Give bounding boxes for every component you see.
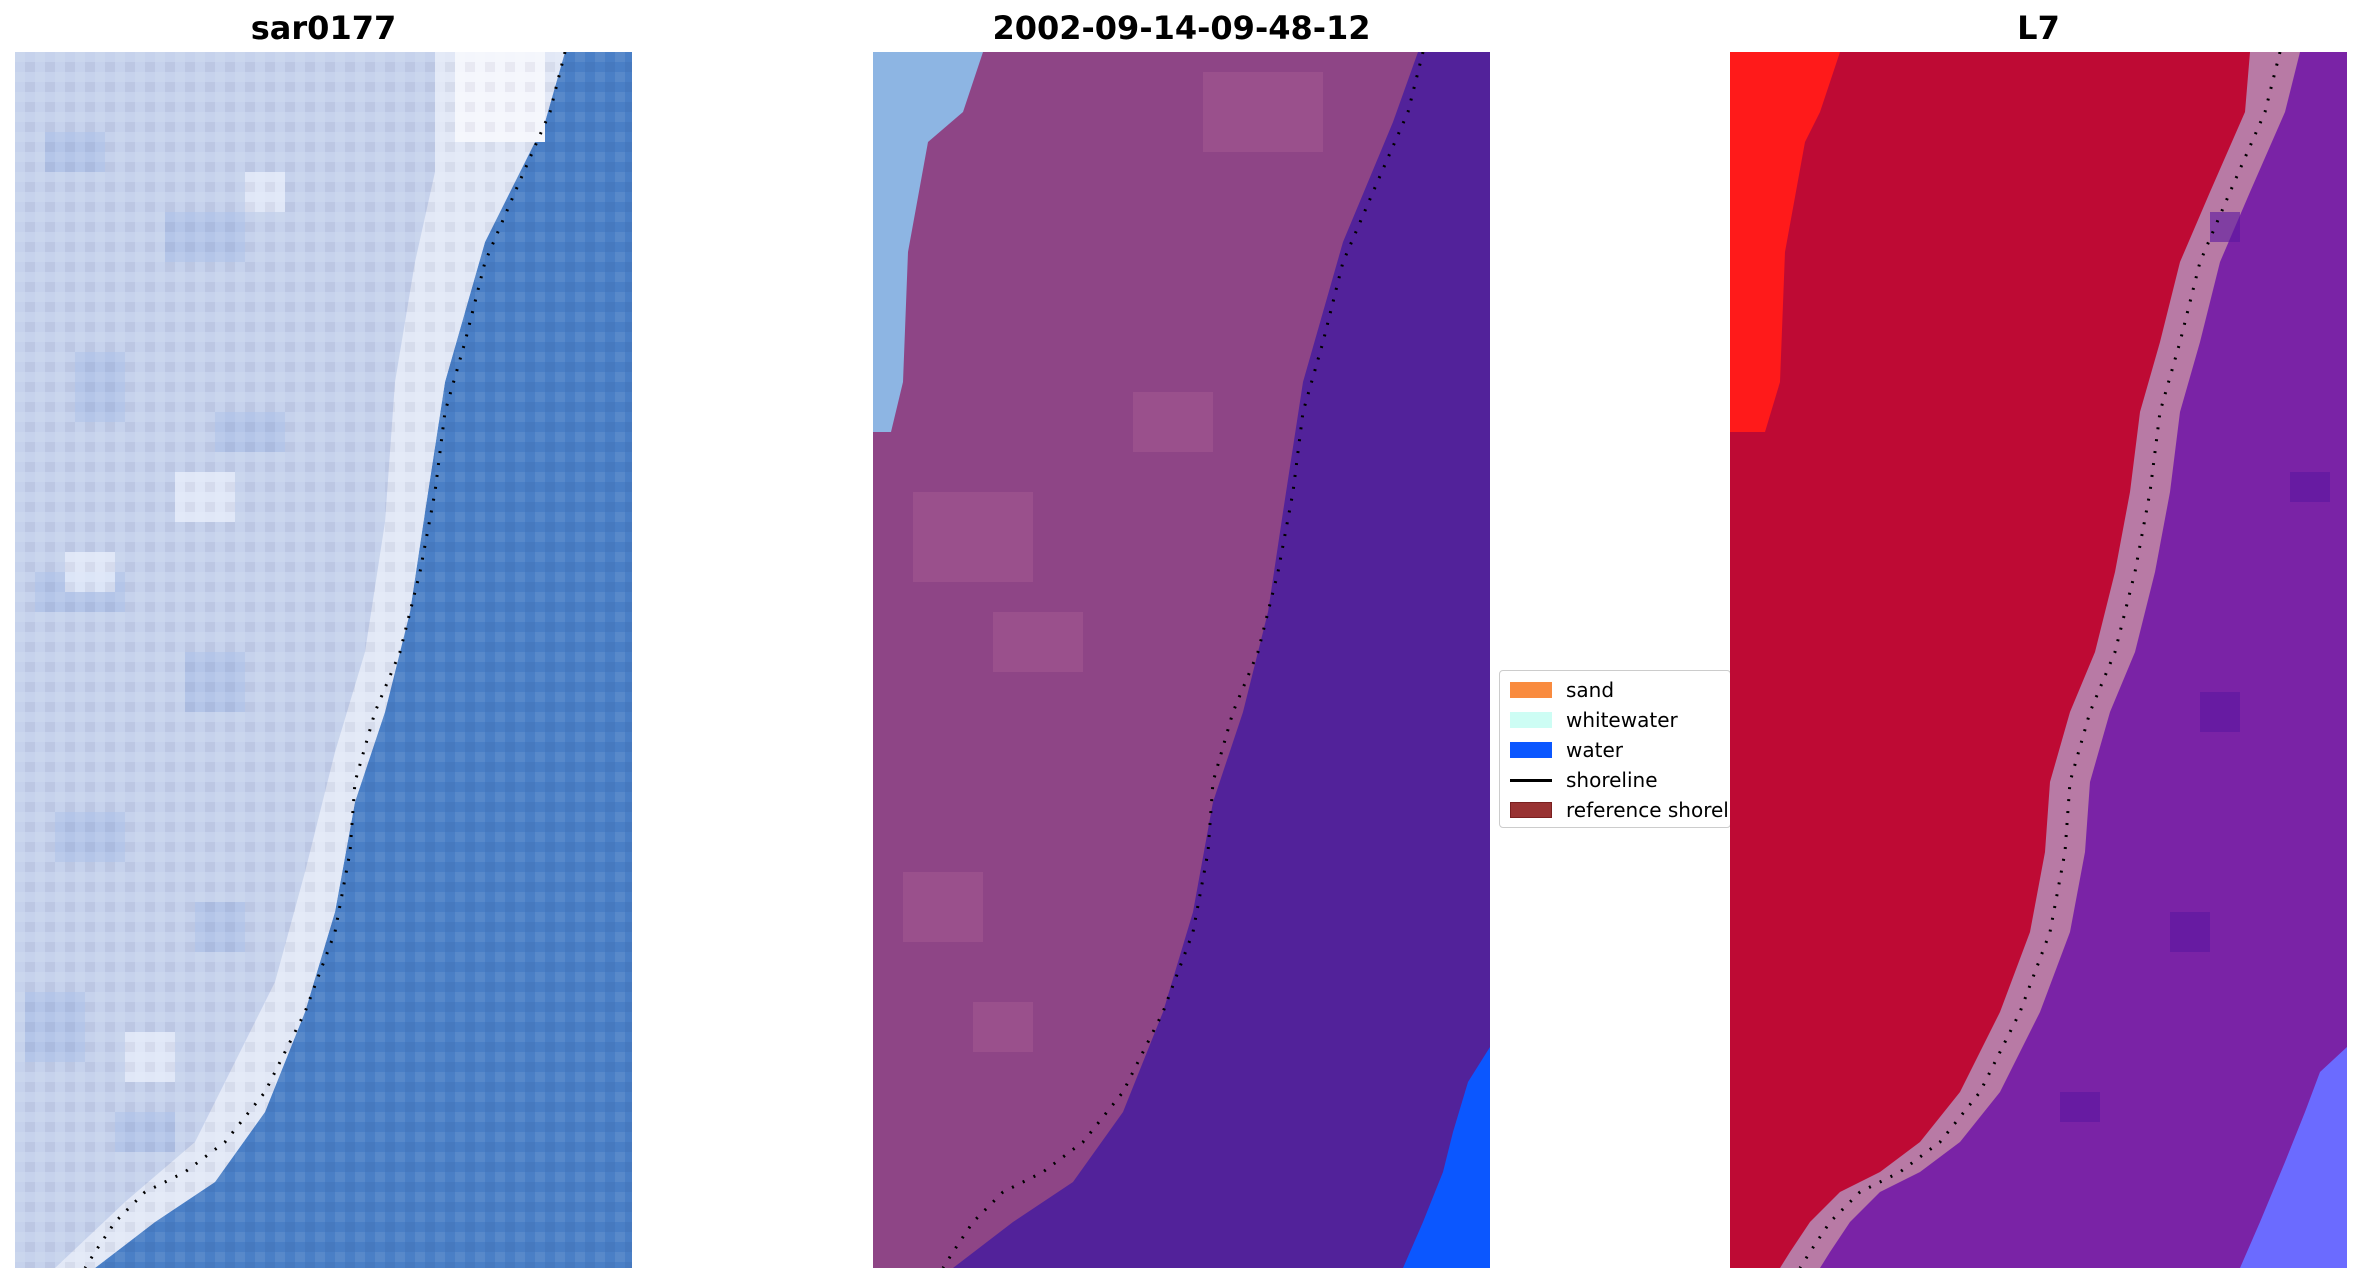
legend-label-reference-shoreline: reference shoreline (1566, 798, 1730, 822)
index-shoreline (1798, 52, 2282, 1268)
false-color-image (873, 52, 1490, 1268)
legend-item-whitewater: whitewater (1510, 703, 1730, 733)
fc-land-texture (903, 72, 1323, 1052)
legend-item-shoreline: shoreline (1510, 763, 1730, 793)
legend-label-sand: sand (1566, 678, 1615, 702)
index-image (1730, 52, 2347, 1268)
water-swatch (1510, 742, 1552, 758)
index-bright-area (1730, 52, 1840, 432)
reference-shoreline-swatch (1510, 802, 1552, 818)
legend-item-sand: sand (1510, 673, 1730, 703)
index-land-area (1730, 52, 2250, 1268)
legend-label-whitewater: whitewater (1566, 708, 1678, 732)
index-image-panel (1730, 52, 2347, 1268)
fc-shoreline (941, 52, 1425, 1268)
rgb-image (15, 52, 632, 1268)
fc-land-area (873, 52, 1418, 1268)
legend-item-reference-shoreline: reference shoreline (1510, 793, 1730, 823)
panel-title-rgb: sar0177 (250, 9, 397, 47)
legend-item-water: water (1510, 733, 1730, 763)
fc-bright-edge (873, 52, 983, 432)
rgb-image-panel (15, 52, 632, 1268)
legend: sand whitewater water shoreline referenc… (1499, 670, 1731, 828)
panel-title-false-color: 2002-09-14-09-48-12 (992, 9, 1371, 47)
shoreline-line-swatch (1510, 779, 1552, 782)
whitewater-swatch (1510, 712, 1552, 728)
index-water-texture (2060, 212, 2330, 1122)
panel-title-index: L7 (2017, 9, 2060, 47)
legend-label-water: water (1566, 738, 1623, 762)
false-color-image-panel (873, 52, 1490, 1268)
fc-classified-water (1403, 1047, 1490, 1268)
rgb-shoreline (83, 52, 567, 1268)
sand-swatch (1510, 682, 1552, 698)
index-far-water-area (2240, 1047, 2347, 1268)
legend-label-shoreline: shoreline (1566, 768, 1658, 792)
